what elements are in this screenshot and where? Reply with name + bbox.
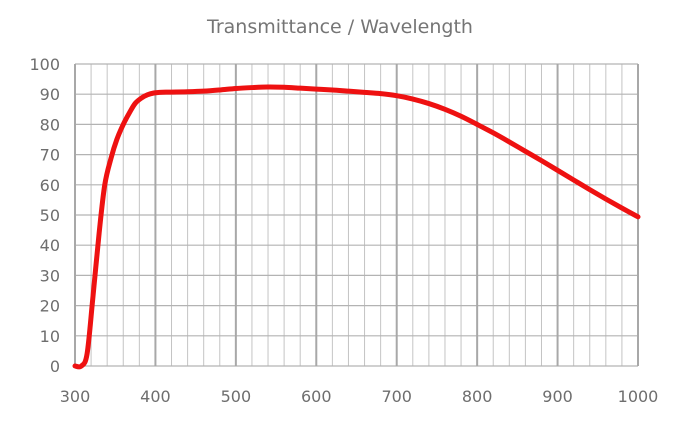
x-tick-label-600: 600 xyxy=(301,387,332,406)
y-tick-label-100: 100 xyxy=(29,55,60,74)
x-tick-label-400: 400 xyxy=(140,387,171,406)
y-tick-label-80: 80 xyxy=(40,115,60,134)
y-tick-label-10: 10 xyxy=(40,327,60,346)
x-tick-label-900: 900 xyxy=(542,387,573,406)
y-tick-label-90: 90 xyxy=(40,85,60,104)
y-tick-label-50: 50 xyxy=(40,206,60,225)
major-grid xyxy=(74,63,639,367)
series-layer xyxy=(72,84,641,370)
y-tick-labels: 0 10 20 30 40 50 60 70 80 90 100 xyxy=(29,55,60,376)
x-tick-label-700: 700 xyxy=(381,387,412,406)
x-tick-label-1000: 1000 xyxy=(618,387,659,406)
x-tick-label-300: 300 xyxy=(60,387,91,406)
x-tick-label-500: 500 xyxy=(221,387,252,406)
y-tick-label-60: 60 xyxy=(40,176,60,195)
series-line-0 xyxy=(72,84,641,370)
x-tick-labels: 300 400 500 600 700 800 900 1000 xyxy=(60,387,659,406)
x-tick-label-800: 800 xyxy=(462,387,493,406)
y-tick-label-30: 30 xyxy=(40,266,60,285)
chart-title: Transmittance / Wavelength xyxy=(207,16,473,38)
y-tick-label-20: 20 xyxy=(40,297,60,316)
y-tick-label-0: 0 xyxy=(50,357,60,376)
y-tick-label-40: 40 xyxy=(40,236,60,255)
y-tick-label-70: 70 xyxy=(40,146,60,165)
